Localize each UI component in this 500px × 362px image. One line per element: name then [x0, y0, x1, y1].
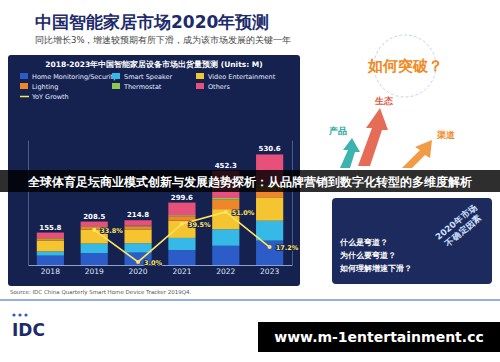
x-tick: 2021 [172, 265, 191, 276]
line [94, 212, 269, 262]
line-point [180, 222, 184, 226]
legend-label: YoY Growth [31, 93, 69, 101]
diagram-arrow [358, 108, 388, 166]
x-tick-label: 2022 [216, 267, 235, 276]
bar [81, 253, 108, 265]
diagram-tag-line: 不确定因素 [442, 212, 484, 249]
bar [212, 198, 239, 200]
legend: Home Monitoring/Security Smart Speaker Vid… [20, 73, 276, 101]
diagram-node: 渠道 [436, 130, 456, 140]
line-label: 51.0% [232, 209, 255, 217]
line-label: 3.0% [144, 259, 163, 267]
legend-swatch [112, 73, 120, 79]
logo-dot [18, 313, 21, 316]
y-axis [28, 141, 29, 266]
x-tick-label: 2019 [85, 267, 104, 276]
diagram-node: 生态 [374, 96, 393, 106]
bar [81, 222, 108, 227]
line-point [224, 210, 228, 214]
legend-label: Thermostat [123, 83, 162, 91]
legend-label: Smart Speaker [124, 73, 172, 81]
source: Source: IDC China Quarterly Smart Home D… [10, 289, 192, 296]
total-label: 214.8 [127, 211, 149, 219]
line-point [136, 260, 140, 264]
x-tick: 2018 [41, 265, 60, 276]
x-tick-label: 2020 [129, 267, 148, 276]
line-label: 17.2% [276, 244, 299, 252]
chart-title: 2018-2023年中国智能家居设备市场出货量预测 (Units: M) [45, 59, 262, 69]
diagram-title: 如何突破？ [367, 57, 443, 75]
watermark: www.m-1entertainment.cc [274, 329, 483, 345]
bar [256, 221, 283, 241]
line-label: 39.5% [188, 221, 211, 229]
question: 为什么要弯道？ [340, 250, 396, 260]
legend-swatch [20, 83, 28, 89]
bar [168, 215, 195, 216]
background [0, 0, 500, 362]
bar [124, 229, 151, 243]
bar [212, 200, 239, 209]
x-tick-label: 2021 [172, 267, 191, 276]
diagram-node: 产品 [328, 126, 347, 136]
logo-dot [12, 313, 15, 316]
bar [37, 233, 64, 239]
page: 中国智能家居市场2020年预测同比增长3%，增速较预期有所下滑，成为该市场发展的… [0, 0, 500, 362]
legend-swatch [196, 83, 204, 89]
x-tick: 2019 [85, 265, 104, 276]
diagram-tag: 2020年市场不确定因素 [433, 202, 485, 251]
bar [37, 240, 64, 251]
legend-swatch [20, 73, 28, 79]
bar [81, 244, 108, 254]
question-box [332, 198, 492, 284]
legend-label: Others [208, 83, 230, 91]
total-label: 155.8 [39, 224, 61, 232]
line-point [92, 228, 96, 232]
question: 什么是弯道？ [339, 237, 388, 247]
bar [168, 250, 195, 265]
legend-label: Video Entertainment [208, 73, 276, 81]
slide-subtitle: 同比增长3%，增速较预期有所下滑，成为该市场发展的关键一年 [35, 35, 292, 45]
bar [37, 256, 64, 265]
legend-label: Lighting [32, 83, 58, 91]
x-tick: 2023 [260, 265, 279, 276]
question: 如何理解增速下滑？ [339, 264, 412, 273]
legend-swatch [196, 73, 204, 79]
logo: IDC [12, 320, 45, 340]
bar [37, 239, 64, 241]
total-label: 452.3 [215, 162, 237, 170]
total-label: 299.6 [171, 194, 193, 202]
line-point [268, 245, 272, 249]
total-label: 530.6 [259, 145, 281, 153]
banner [0, 170, 500, 192]
bar [168, 203, 195, 216]
x-tick: 2022 [216, 265, 235, 276]
bar [212, 229, 239, 245]
bar [212, 246, 239, 265]
footer-rule [0, 300, 500, 301]
bar [37, 251, 64, 255]
banner-text: 全球体育足坛商业模式创新与发展趋势探析：从品牌营销到数字化转型的多维度解析 [27, 175, 472, 189]
diagram-arrow [340, 138, 360, 168]
bar [256, 197, 283, 220]
legend-swatch [112, 83, 120, 89]
bar [124, 243, 151, 252]
x-tick-label: 2023 [260, 267, 279, 276]
bar [168, 238, 195, 250]
y-axis-line [28, 141, 29, 266]
legend-label: Home Monitoring/Security [32, 73, 117, 81]
total-label: 208.5 [83, 213, 105, 221]
watermark-box [258, 322, 500, 352]
slide-title: 中国智能家居市场2020年预测 [35, 12, 269, 32]
logo-dot [24, 313, 27, 316]
slide: 中国智能家居市场2020年预测同比增长3%，增速较预期有所下滑，成为该市场发展的… [0, 0, 500, 362]
legend-swatch [20, 96, 29, 98]
diagram-arrow [402, 140, 432, 168]
bar [124, 220, 151, 225]
x-tick-label: 2018 [41, 267, 60, 276]
bar [124, 226, 151, 229]
line-label: 33.8% [100, 227, 123, 235]
